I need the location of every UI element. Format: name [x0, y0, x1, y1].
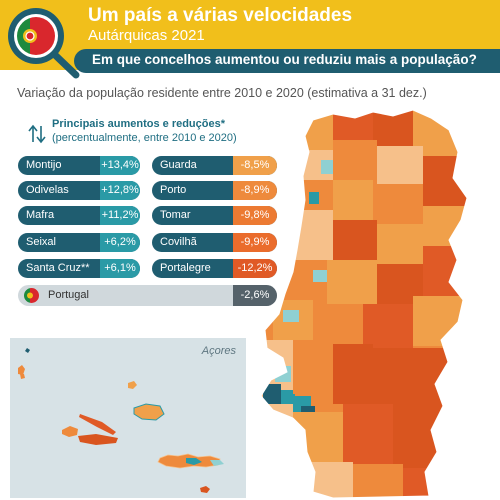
- change-value: +12,8%: [100, 181, 140, 200]
- page-title: Um país a várias velocidades: [88, 5, 353, 26]
- municipality-name: Mafra: [26, 209, 55, 221]
- decrease-row: Portalegre -12,2%: [152, 259, 277, 278]
- decrease-row: Porto -8,9%: [152, 181, 277, 200]
- municipality-name: Portalegre: [160, 262, 211, 274]
- question-text: Em que concelhos aumentou ou reduziu mai…: [92, 52, 477, 67]
- decrease-row: Tomar -9,8%: [152, 206, 277, 225]
- municipality-name: Seixal: [26, 236, 56, 248]
- decrease-row: Covilhã -9,9%: [152, 233, 277, 252]
- municipality-name: Covilhã: [160, 236, 197, 248]
- increase-row: Seixal +6,2%: [18, 233, 140, 252]
- legend-note: (percentualmente, entre 2010 e 2020): [52, 132, 237, 144]
- change-value: -9,8%: [233, 206, 277, 225]
- decrease-row: Guarda -8,5%: [152, 156, 277, 175]
- change-value: +6,1%: [100, 259, 140, 278]
- portugal-choropleth-map: [260, 109, 468, 499]
- change-value: -8,5%: [233, 156, 277, 175]
- increase-row: Odivelas +12,8%: [18, 181, 140, 200]
- change-value: -9,9%: [233, 233, 277, 252]
- page-subtitle: Autárquicas 2021: [88, 27, 205, 44]
- portugal-flag-icon: [24, 288, 39, 303]
- municipality-name: Porto: [160, 184, 187, 196]
- legend-title: Principais aumentos e reduções*: [52, 118, 226, 130]
- increase-row: Mafra +11,2%: [18, 206, 140, 225]
- national-value: -2,6%: [233, 285, 277, 306]
- municipality-name: Tomar: [160, 209, 191, 221]
- change-value: +11,2%: [100, 206, 140, 225]
- change-value: -12,2%: [233, 259, 277, 278]
- map-subtitle: Variação da população residente entre 20…: [17, 86, 427, 100]
- header-banner: Um país a várias velocidades Autárquicas…: [0, 0, 500, 73]
- increase-row: Montijo +13,4%: [18, 156, 140, 175]
- question-bar: Em que concelhos aumentou ou reduziu mai…: [74, 49, 500, 73]
- magnifier-flag-icon: [8, 8, 80, 79]
- municipality-name: Odivelas: [26, 184, 69, 196]
- municipality-name: Santa Cruz**: [26, 262, 90, 274]
- azores-inset-map: Açores: [10, 338, 246, 498]
- national-total-row: Portugal -2,6%: [18, 285, 277, 306]
- national-name: Portugal: [48, 289, 89, 301]
- up-down-arrows-icon: [28, 124, 46, 144]
- municipality-name: Montijo: [26, 159, 62, 171]
- azores-label: Açores: [201, 345, 236, 357]
- municipality-name: Guarda: [160, 159, 197, 171]
- change-value: -8,9%: [233, 181, 277, 200]
- change-value: +13,4%: [100, 156, 140, 175]
- change-value: +6,2%: [100, 233, 140, 252]
- increase-row: Santa Cruz** +6,1%: [18, 259, 140, 278]
- azores-islands: [18, 348, 224, 493]
